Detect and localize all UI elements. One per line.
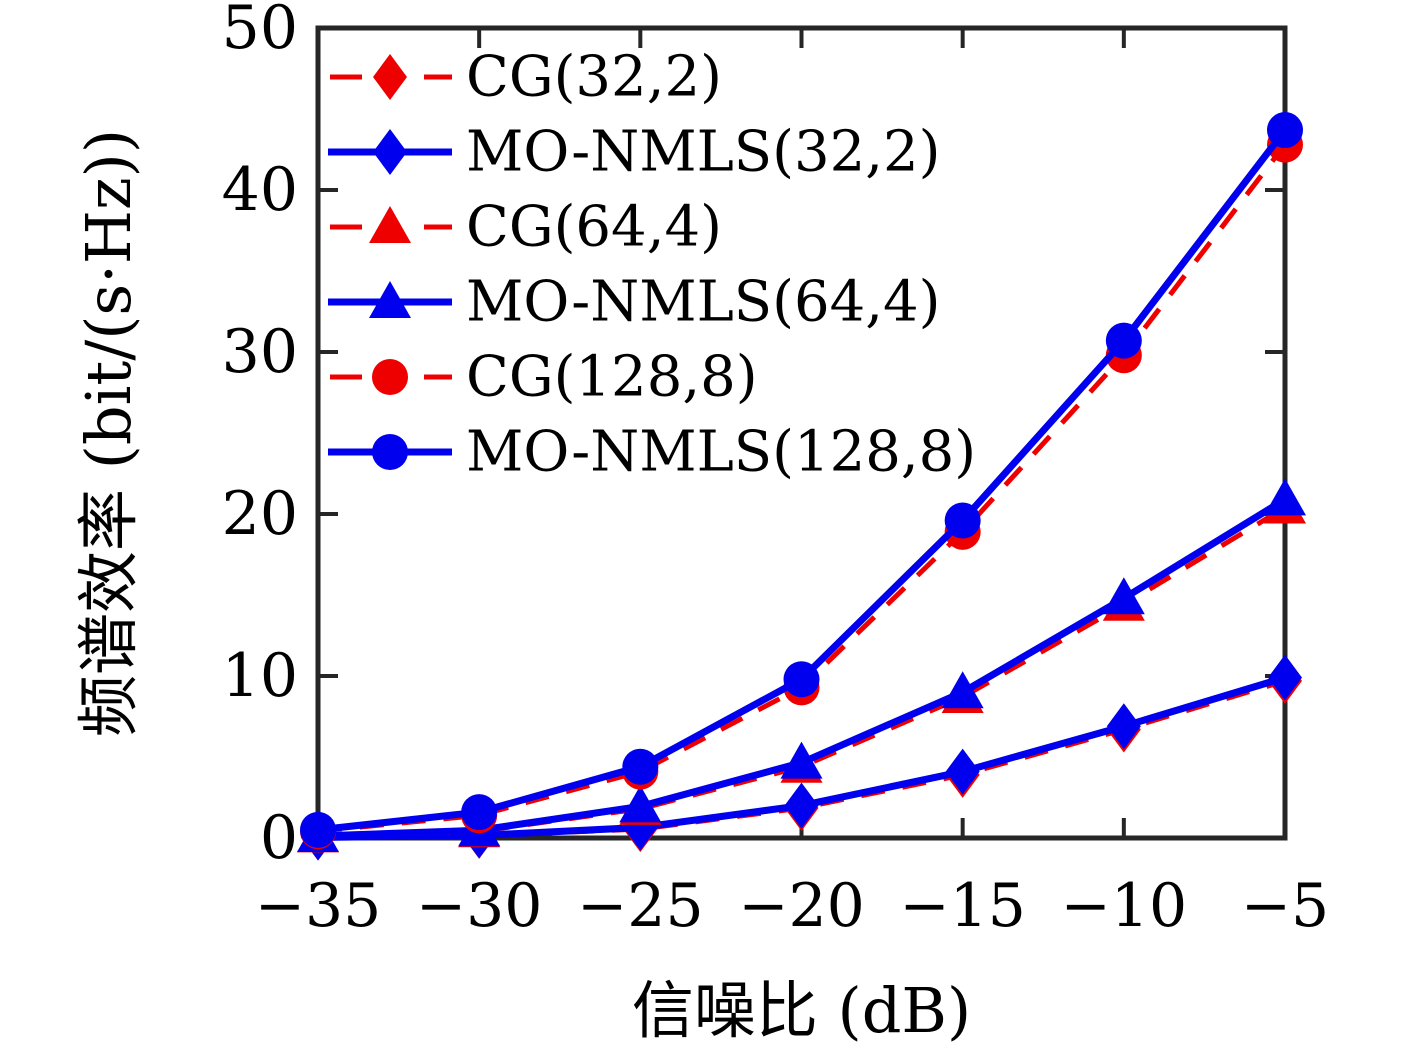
legend-label: MO-NMLS(32,2) bbox=[466, 120, 941, 185]
legend-label: MO-NMLS(128,8) bbox=[466, 420, 976, 485]
legend-item-mo-nmls-32-2: MO-NMLS(32,2) bbox=[328, 120, 941, 185]
legend-item-mo-nmls-128-8: MO-NMLS(128,8) bbox=[328, 420, 976, 485]
series-line bbox=[317, 143, 1287, 834]
circle-marker bbox=[1267, 112, 1303, 149]
circle-marker bbox=[372, 434, 408, 470]
legend-label: MO-NMLS(64,4) bbox=[466, 270, 941, 335]
x-axis-title: 信噪比 (dB) bbox=[632, 974, 971, 1047]
legend-item-cg-32-2: CG(32,2) bbox=[330, 45, 722, 110]
circle-marker bbox=[300, 811, 336, 848]
y-tick-label: 50 bbox=[222, 0, 298, 63]
circle-marker bbox=[944, 502, 981, 539]
series-cg-128-8 bbox=[300, 126, 1303, 850]
triangle-marker bbox=[369, 281, 411, 318]
diamond-marker bbox=[1106, 703, 1141, 750]
y-tick-label: 10 bbox=[222, 641, 298, 711]
x-tick-label: −20 bbox=[738, 871, 865, 941]
x-tick-labels: −35 −30 −25 −20 −15 −10 −5 bbox=[255, 871, 1330, 941]
triangle-marker bbox=[619, 785, 662, 823]
diamond-marker bbox=[373, 54, 407, 100]
circle-marker bbox=[372, 359, 408, 395]
x-tick-label: −5 bbox=[1241, 871, 1329, 941]
legend-item-cg-128-8: CG(128,8) bbox=[330, 345, 758, 410]
x-tick-label: −10 bbox=[1061, 871, 1188, 941]
diamond-marker bbox=[945, 748, 980, 795]
y-tick-label: 20 bbox=[222, 479, 298, 549]
y-tick-label: 40 bbox=[222, 155, 298, 225]
plot-frame bbox=[315, 25, 1288, 841]
y-tick-labels: 0 10 20 30 40 50 bbox=[222, 0, 298, 873]
triangle-marker bbox=[1102, 577, 1145, 615]
x-tick-label: −35 bbox=[255, 871, 382, 941]
triangle-marker bbox=[1264, 478, 1306, 516]
series-mo-nmls-128-8 bbox=[300, 112, 1303, 848]
triangle-marker bbox=[369, 206, 411, 243]
circle-marker bbox=[622, 748, 659, 785]
circle-marker bbox=[783, 661, 820, 698]
x-tick-label: −15 bbox=[899, 871, 1026, 941]
y-axis-title: 频谱效率 (bit/(s·Hz)) bbox=[72, 129, 145, 737]
legend-label: CG(128,8) bbox=[466, 345, 758, 410]
y-tick-label: 30 bbox=[222, 317, 298, 387]
diamond-marker bbox=[373, 129, 407, 175]
legend-item-cg-64-4: CG(64,4) bbox=[330, 195, 722, 260]
legend-label: CG(64,4) bbox=[466, 195, 722, 260]
legend-item-mo-nmls-64-4: MO-NMLS(64,4) bbox=[328, 270, 941, 335]
legend-label: CG(32,2) bbox=[466, 45, 722, 110]
y-tick-label: 0 bbox=[260, 803, 298, 873]
diamond-marker bbox=[1268, 654, 1302, 701]
triangle-marker bbox=[780, 741, 823, 779]
circle-marker bbox=[461, 794, 498, 831]
diamond-marker bbox=[784, 782, 819, 829]
triangle-marker bbox=[941, 671, 984, 709]
x-tick-label: −30 bbox=[416, 871, 543, 941]
circle-marker bbox=[1105, 322, 1142, 359]
x-tick-label: −25 bbox=[577, 871, 704, 941]
legend: CG(32,2) MO-NMLS(32,2) CG(64,4) MO-NMLS(64,… bbox=[328, 45, 976, 485]
